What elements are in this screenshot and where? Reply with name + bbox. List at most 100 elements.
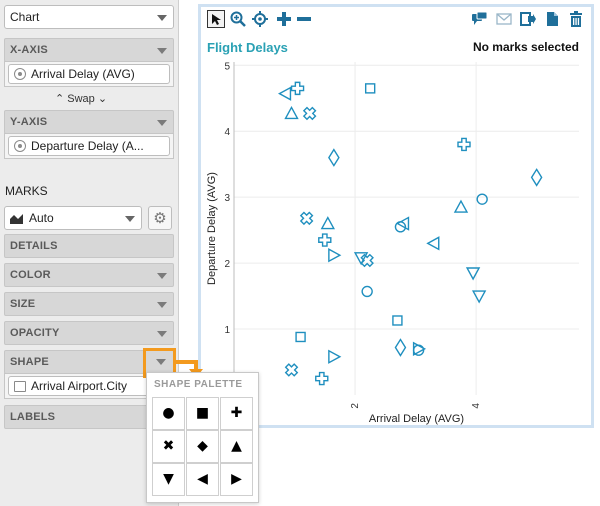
chevron-down-icon[interactable] bbox=[156, 359, 166, 365]
triangle-left-icon: ◀ bbox=[197, 471, 208, 487]
shape-palette-grid: ● ■ ✚ ✖ ◆ ▲ ▼ ◀ ▶ bbox=[152, 397, 254, 496]
data-point[interactable] bbox=[315, 371, 329, 386]
zoom-icon[interactable] bbox=[229, 10, 247, 28]
data-point[interactable] bbox=[530, 168, 543, 187]
chart-panel: Flight Delays No marks selected 1 2 3 4 5 2 4 … bbox=[198, 4, 594, 428]
chart-title: Flight Delays bbox=[207, 40, 288, 55]
data-point[interactable] bbox=[328, 148, 340, 167]
data-point[interactable] bbox=[290, 81, 305, 96]
data-point[interactable] bbox=[465, 267, 481, 281]
data-point[interactable] bbox=[412, 344, 425, 356]
y-axis-field-label: Departure Delay (A... bbox=[31, 139, 144, 153]
mark-type-label: Auto bbox=[29, 211, 54, 225]
x-icon: ✖ bbox=[162, 438, 175, 454]
data-point[interactable] bbox=[392, 315, 403, 326]
data-point[interactable] bbox=[361, 285, 373, 298]
data-point[interactable] bbox=[318, 233, 332, 247]
copy-icon[interactable] bbox=[543, 10, 561, 28]
y-axis-field-pill[interactable]: Departure Delay (A... bbox=[8, 136, 170, 156]
shape-field-pill[interactable]: Arrival Airport.City bbox=[8, 376, 170, 396]
data-point[interactable] bbox=[396, 216, 410, 231]
size-header[interactable]: SIZE bbox=[4, 292, 174, 316]
x-axis-header[interactable]: X-AXIS bbox=[4, 38, 174, 62]
data-point[interactable] bbox=[283, 361, 300, 378]
data-point[interactable] bbox=[359, 252, 376, 269]
data-point[interactable] bbox=[320, 216, 335, 230]
color-header[interactable]: COLOR bbox=[4, 263, 174, 287]
chart-type-select[interactable]: Chart bbox=[4, 5, 174, 29]
data-point[interactable] bbox=[471, 290, 487, 304]
shape-option-circle[interactable]: ● bbox=[152, 397, 185, 430]
data-point[interactable] bbox=[457, 137, 471, 152]
scatter-plot[interactable]: 1 2 3 4 5 2 4 Arrival Delay (AVG) Departure De… bbox=[201, 7, 591, 425]
chevron-down-icon bbox=[157, 48, 167, 54]
chevron-down-icon bbox=[157, 331, 167, 337]
add-icon[interactable] bbox=[275, 10, 293, 28]
triangle-right-icon: ▶ bbox=[231, 471, 242, 487]
pan-icon[interactable] bbox=[251, 10, 269, 28]
shape-option-triangle-up[interactable]: ▲ bbox=[220, 430, 253, 463]
shape-option-square[interactable]: ■ bbox=[186, 397, 219, 430]
marks-status: No marks selected bbox=[472, 40, 579, 54]
left-panel: Chart X-AXIS Arrival Delay (AVG) ⌃ Swap … bbox=[0, 0, 179, 506]
shape-field-label: Arrival Airport.City bbox=[31, 379, 128, 393]
square-icon: ■ bbox=[195, 405, 210, 421]
export-icon[interactable] bbox=[519, 10, 537, 28]
data-point[interactable] bbox=[364, 83, 376, 94]
y-tick-label: 4 bbox=[224, 127, 230, 138]
data-point[interactable] bbox=[284, 105, 299, 120]
opacity-header[interactable]: OPACITY bbox=[4, 321, 174, 345]
shape-option-diamond[interactable]: ◆ bbox=[186, 430, 219, 463]
details-label: DETAILS bbox=[10, 240, 58, 252]
labels-label: LABELS bbox=[10, 411, 56, 423]
data-point[interactable] bbox=[328, 349, 342, 364]
y-axis-header[interactable]: Y-AXIS bbox=[4, 110, 174, 134]
data-point[interactable] bbox=[328, 248, 342, 263]
color-label: COLOR bbox=[10, 269, 51, 281]
shape-palette-title: SHAPE PALETTE bbox=[154, 379, 243, 390]
data-point[interactable] bbox=[301, 105, 318, 122]
dimension-icon bbox=[14, 381, 26, 392]
y-axis-drop-zone[interactable]: Departure Delay (A... bbox=[4, 133, 174, 159]
trash-icon[interactable] bbox=[567, 10, 585, 28]
shape-option-triangle-left[interactable]: ◀ bbox=[186, 463, 219, 496]
plot-axes: 1 2 3 4 5 2 4 bbox=[224, 61, 482, 408]
data-point[interactable] bbox=[353, 252, 369, 266]
shape-option-plus[interactable]: ✚ bbox=[220, 397, 253, 430]
mark-settings-button[interactable]: ⚙ bbox=[148, 206, 172, 230]
comment-icon[interactable] bbox=[471, 10, 489, 28]
x-axis-field-label: Arrival Delay (AVG) bbox=[31, 67, 135, 81]
data-point[interactable] bbox=[476, 193, 488, 205]
x-tick-label: 4 bbox=[471, 403, 482, 409]
details-header[interactable]: DETAILS bbox=[4, 234, 174, 258]
data-point[interactable] bbox=[295, 331, 306, 343]
remove-icon[interactable] bbox=[295, 10, 313, 28]
data-point[interactable] bbox=[453, 199, 469, 213]
size-label: SIZE bbox=[10, 298, 36, 310]
x-axis-field-pill[interactable]: Arrival Delay (AVG) bbox=[8, 64, 170, 84]
data-point[interactable] bbox=[426, 236, 440, 251]
plus-icon: ✚ bbox=[230, 405, 243, 421]
y-tick-label: 1 bbox=[224, 325, 230, 336]
chevron-down-icon bbox=[157, 120, 167, 126]
shape-option-x[interactable]: ✖ bbox=[152, 430, 185, 463]
y-tick-label: 3 bbox=[224, 193, 230, 204]
circle-icon: ● bbox=[162, 405, 175, 421]
shape-drop-zone[interactable]: Arrival Airport.City bbox=[4, 373, 174, 399]
triangle-down-icon: ▼ bbox=[163, 471, 174, 487]
mail-icon[interactable] bbox=[495, 10, 513, 28]
x-tick-label: 2 bbox=[350, 403, 361, 409]
mark-type-select[interactable]: Auto bbox=[4, 206, 142, 230]
measure-icon bbox=[14, 140, 26, 152]
shape-label: SHAPE bbox=[10, 356, 49, 368]
shape-option-triangle-right[interactable]: ▶ bbox=[220, 463, 253, 496]
data-point[interactable] bbox=[298, 210, 315, 227]
shape-option-triangle-down[interactable]: ▼ bbox=[152, 463, 185, 496]
labels-header[interactable]: LABELS bbox=[4, 405, 174, 429]
swap-button[interactable]: ⌃ Swap ⌄ bbox=[55, 93, 108, 105]
shape-palette: SHAPE PALETTE ● ■ ✚ ✖ ◆ ▲ ▼ ◀ ▶ bbox=[146, 372, 259, 503]
x-axis-drop-zone[interactable]: Arrival Delay (AVG) bbox=[4, 61, 174, 87]
select-icon[interactable] bbox=[207, 10, 225, 28]
data-point[interactable] bbox=[394, 338, 407, 357]
data-point[interactable] bbox=[277, 86, 292, 101]
